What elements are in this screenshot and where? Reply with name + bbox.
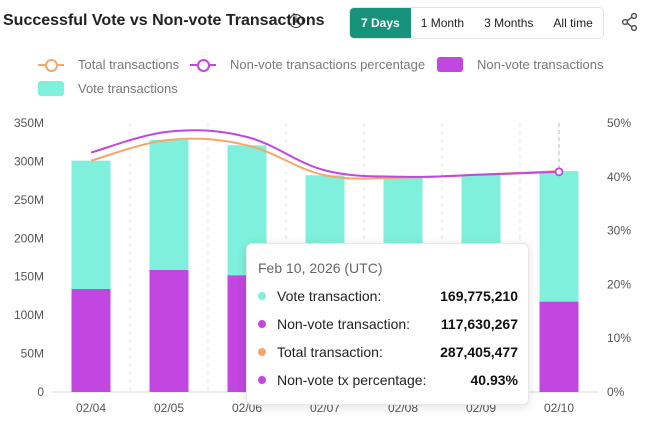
y-left-tick-label: 0 [37,385,44,399]
tooltip-value: 287,405,477 [440,344,518,360]
legend-vote-transactions[interactable]: Vote transactions [38,81,178,96]
legend-total-transactions[interactable]: Total transactions [38,57,179,72]
tab-7-days[interactable]: 7 Days [350,8,411,38]
tooltip-value: 40.93% [470,372,518,388]
y-left-tick-label: 250M [14,193,44,207]
tooltip-row-vote: Vote transaction: 169,775,210 [258,287,518,307]
dot-icon [258,320,266,328]
y-right-tick-label: 20% [607,277,631,291]
bar-non-vote [71,289,111,392]
line-non-vote-percentage [90,129,560,178]
tab-3-months[interactable]: 3 Months [484,16,534,30]
y-right-tick-label: 40% [607,170,631,184]
bar-vote [539,171,579,302]
x-tick-label: 02/05 [154,401,184,415]
y-left-tick-label: 100M [14,308,44,322]
tooltip-row-total: Total transaction: 287,405,477 [258,343,518,363]
line-marker-icon [38,58,64,72]
legend-label: Non-vote transactions [477,57,604,72]
share-icon[interactable] [620,12,640,32]
y-right-tick-label: 0% [607,385,625,399]
chart-tooltip: Feb 10, 2026 (UTC) Vote transaction: 169… [246,243,529,405]
tooltip-label: Non-vote transaction: [277,316,411,332]
legend-label: Non-vote transactions percentage [230,57,426,72]
y-left-tick-label: 150M [14,270,44,284]
y-left-tick-label: 300M [14,154,44,168]
bar-vote [71,160,111,290]
hover-point-marker [554,167,564,177]
y-left-tick-label: 350M [14,116,44,130]
tooltip-value: 117,630,267 [440,316,518,332]
box-marker-icon [38,81,64,96]
tooltip-row-non-vote: Non-vote transaction: 117,630,267 [258,315,518,335]
legend-label: Total transactions [78,57,180,72]
tooltip-label: Non-vote tx percentage: [277,372,427,388]
legend-non-vote-transactions[interactable]: Non-vote transactions [437,57,603,72]
legend-non-vote-percentage[interactable]: Non-vote transactions percentage [190,57,425,72]
x-tick-label: 02/04 [76,401,106,415]
chart-legend: Total transactions Non-vote transactions… [0,52,650,102]
y-left-tick-label: 50M [21,347,44,361]
chart-header: Successful Vote vs Non-vote Transactions… [0,0,650,44]
tooltip-label: Vote transaction: [277,288,382,304]
tab-1-month[interactable]: 1 Month [420,16,465,30]
bar-non-vote [539,301,579,392]
y-right-tick-label: 10% [607,331,631,345]
x-tick-label: 02/10 [544,401,574,415]
tooltip-label: Total transaction: [277,344,383,360]
time-range-tabs: 7 Days 1 Month 3 Months All time [349,7,604,39]
bar-vote [149,139,189,270]
tooltip-value: 169,775,210 [440,288,518,304]
legend-label: Vote transactions [78,81,178,96]
y-right-tick-label: 50% [607,116,631,130]
bar-non-vote [149,269,189,392]
tab-all-time[interactable]: All time [553,16,593,30]
info-icon[interactable]: i [289,14,303,28]
chart-title: Successful Vote vs Non-vote Transactions [3,12,325,29]
tooltip-date: Feb 10, 2026 (UTC) [258,260,383,276]
dot-icon [258,376,266,384]
line-marker-icon [190,58,216,72]
tooltip-row-percentage: Non-vote tx percentage: 40.93% [258,371,518,391]
y-right-tick-label: 30% [607,224,631,238]
box-marker-icon [437,57,463,72]
dot-icon [258,292,266,300]
y-left-tick-label: 200M [14,231,44,245]
dot-icon [258,348,266,356]
